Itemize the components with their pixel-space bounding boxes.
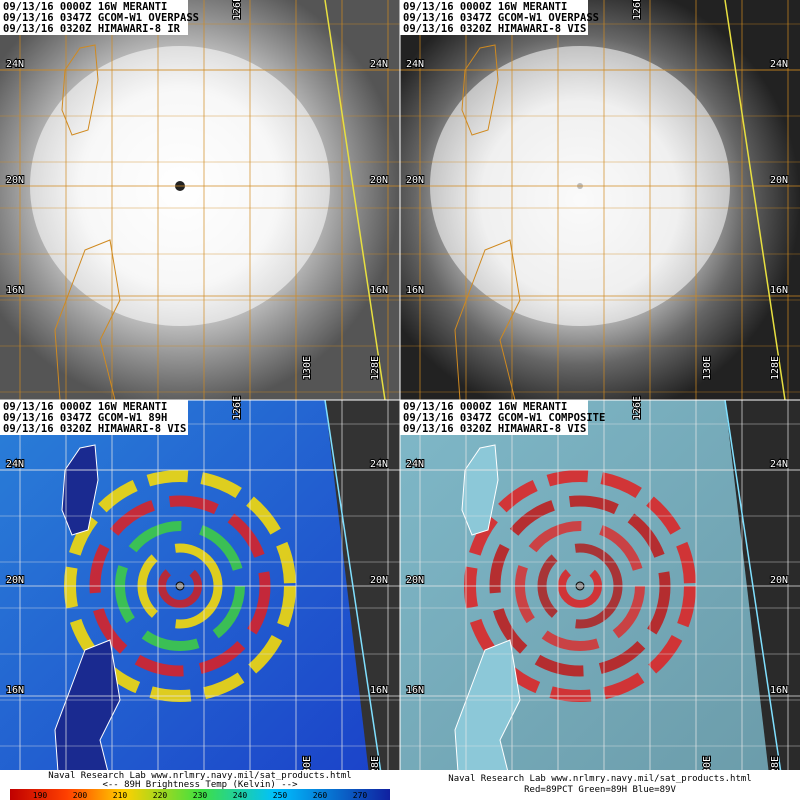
lat-label: 16N: [406, 685, 424, 696]
lon-label: 128E: [770, 356, 781, 380]
header-line: 09/13/16 0000Z 16W MERANTI: [403, 401, 567, 413]
header-line: 09/13/16 0000Z 16W MERANTI: [3, 401, 167, 413]
swath-edge: [724, 0, 786, 400]
lat-label-right: 16N: [370, 285, 388, 296]
header-line: 09/13/16 0320Z HIMAWARI-8 VIS: [403, 23, 586, 35]
header-line: 09/13/16 0320Z HIMAWARI-8 VIS: [3, 423, 186, 435]
lat-label-right: 20N: [770, 175, 788, 186]
header-line: 09/13/16 0347Z GCOM-W1 89H: [3, 412, 167, 424]
panel-image: [0, 0, 400, 400]
lon-label: 130E: [302, 356, 313, 380]
legend-title: <-- 89H Brightness Temp (Kelvin) -->: [102, 780, 298, 790]
lat-label-right: 16N: [770, 685, 788, 696]
luzon: [54, 239, 121, 400]
lat-label-right: 20N: [370, 575, 388, 586]
swath-edge: [724, 400, 782, 770]
header-line: 09/13/16 0347Z GCOM-W1 OVERPASS: [3, 12, 199, 24]
luzon: [454, 639, 521, 770]
lat-label: 20N: [6, 575, 24, 586]
colorbar-label: 190: [33, 791, 48, 800]
footer-box: [400, 770, 800, 800]
header-line: 09/13/16 0320Z HIMAWARI-8 IR: [3, 23, 181, 35]
lat-label-right: 20N: [770, 575, 788, 586]
lon-label: 126E: [632, 0, 643, 20]
swath-edge: [324, 400, 382, 770]
header-line: 09/13/16 0347Z GCOM-W1 OVERPASS: [403, 12, 599, 24]
panel-image: [0, 400, 400, 770]
lat-label: 24N: [406, 459, 424, 470]
colorbar-label: 250: [273, 791, 288, 800]
lat-label: 20N: [406, 175, 424, 186]
lat-label-right: 16N: [770, 285, 788, 296]
colorbar-label: 220: [153, 791, 168, 800]
panel: 24N 24N 20N 20N 16N 16N 126E 130E 128E 09/13/16 0…: [400, 0, 800, 400]
lat-label: 20N: [406, 575, 424, 586]
lat-label-right: 24N: [770, 459, 788, 470]
header-line: 09/13/16 0347Z GCOM-W1 COMPOSITE: [403, 412, 605, 424]
header-line: 09/13/16 0000Z 16W MERANTI: [3, 1, 167, 13]
lat-label-right: 24N: [770, 59, 788, 70]
panel: 24N 24N 20N 20N 16N 16N 126E 130E 128E 09/13/16 0…: [0, 0, 400, 400]
footer-left: Naval Research Lab www.nrlmry.navy.mil/s…: [0, 770, 400, 800]
lat-label: 24N: [406, 59, 424, 70]
colorbar-label: 270: [353, 791, 368, 800]
colorbar-label: 200: [73, 791, 88, 800]
lat-label-right: 16N: [370, 685, 388, 696]
taiwan: [461, 44, 499, 136]
lat-label: 20N: [6, 175, 24, 186]
lon-label: 126E: [632, 396, 643, 420]
lat-label: 24N: [6, 459, 24, 470]
header-line: 09/13/16 0000Z 16W MERANTI: [403, 1, 567, 13]
lat-label-right: 24N: [370, 459, 388, 470]
header-box: [400, 400, 588, 435]
swath-outside: [325, 400, 400, 770]
header-line: 09/13/16 0320Z HIMAWARI-8 VIS: [403, 423, 586, 435]
lat-label: 16N: [406, 285, 424, 296]
lon-label: 128E: [370, 356, 381, 380]
luzon: [54, 639, 121, 770]
colorbar: [10, 789, 390, 800]
lon-label: 130E: [702, 356, 713, 380]
panel-image: [400, 0, 800, 400]
colorbar-label: 230: [193, 791, 208, 800]
colorbar-label: 260: [313, 791, 328, 800]
lat-label: 16N: [6, 285, 24, 296]
credit: Naval Research Lab www.nrlmry.navy.mil/s…: [448, 774, 751, 784]
swath-outside: [725, 400, 800, 770]
taiwan: [461, 444, 499, 536]
credit: Naval Research Lab www.nrlmry.navy.mil/s…: [48, 771, 351, 781]
lat-label: 16N: [6, 685, 24, 696]
lon-label: 126E: [232, 396, 243, 420]
taiwan: [61, 44, 99, 136]
header-box: [0, 0, 188, 35]
swath-edge: [324, 0, 386, 400]
colorbar-label: 210: [113, 791, 128, 800]
luzon: [454, 239, 521, 400]
header-box: [400, 0, 588, 35]
lat-label: 24N: [6, 59, 24, 70]
colorbar-label: 240: [233, 791, 248, 800]
panel-image: [400, 400, 800, 770]
footer-right: Naval Research Lab www.nrlmry.navy.mil/s…: [400, 770, 800, 800]
taiwan: [61, 444, 99, 536]
legend-title: Red=89PCT Green=89H Blue=89V: [524, 785, 676, 795]
lon-label: 126E: [232, 0, 243, 20]
header-box: [0, 400, 188, 435]
lat-label-right: 24N: [370, 59, 388, 70]
lat-label-right: 20N: [370, 175, 388, 186]
